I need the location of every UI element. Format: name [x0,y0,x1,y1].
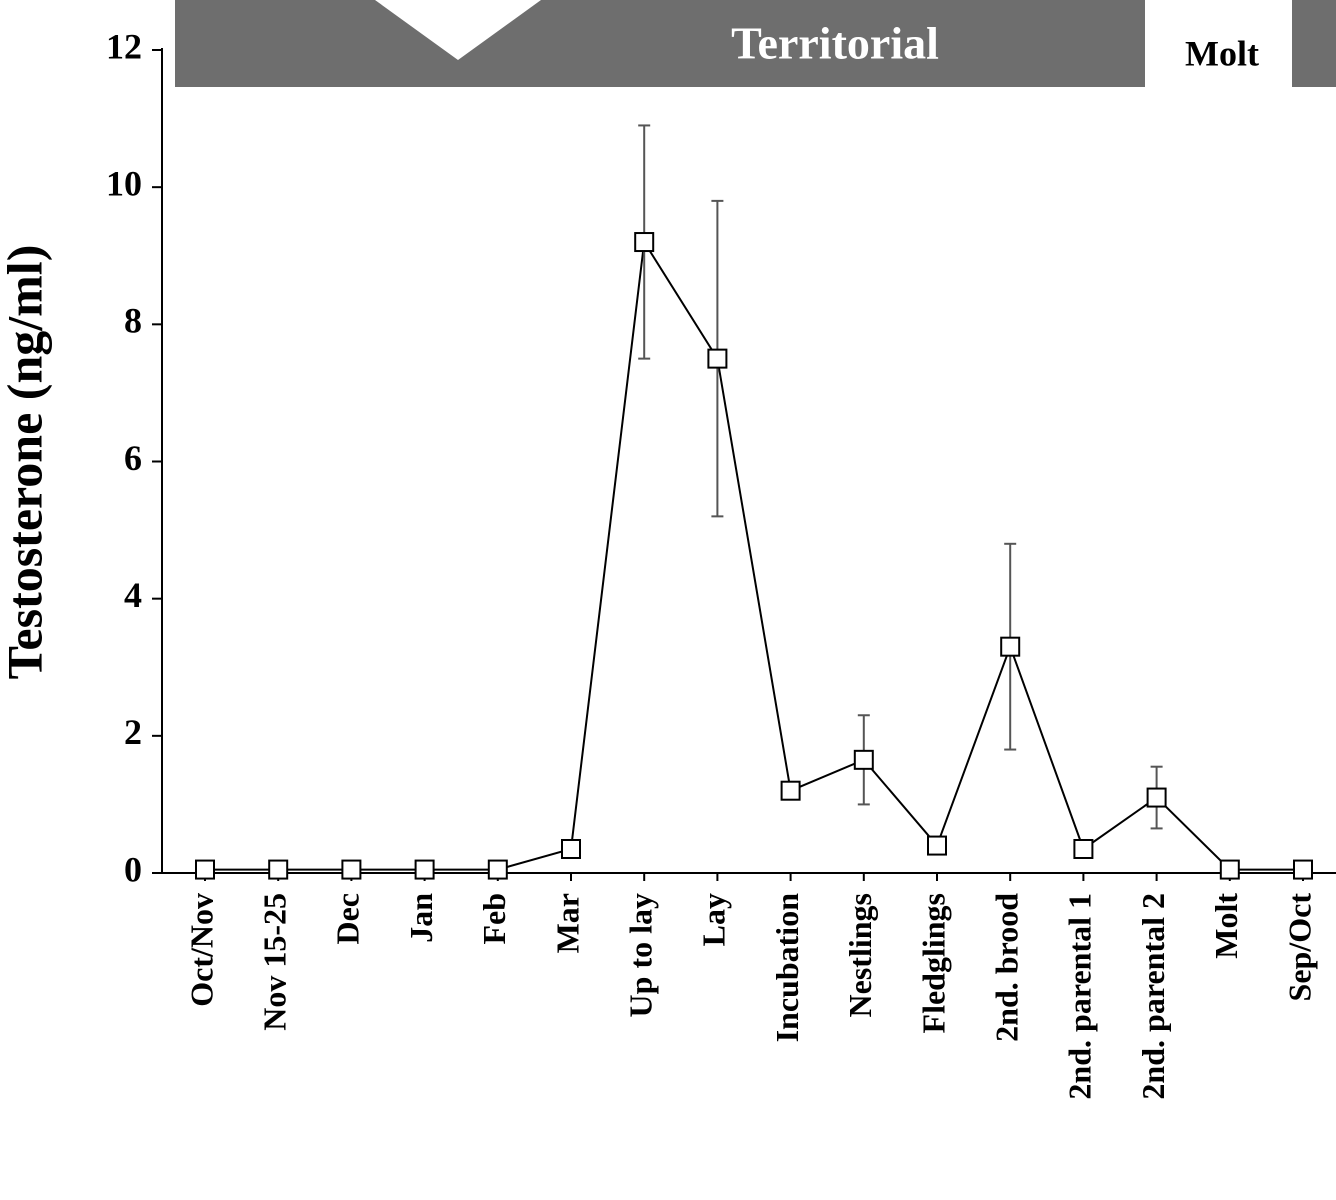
x-tick-label: Nestlings [842,893,878,1017]
marker [927,835,947,856]
x-tick-label: 2nd. parental 2 [1135,893,1171,1100]
x-tick-label: Oct/Nov [183,893,219,1007]
y-tick-label: 6 [124,438,142,478]
y-tick-label: 10 [106,163,142,203]
y-axis-label: Testosterone (ng/ml) [0,245,52,680]
marker [487,859,508,880]
marker [780,780,801,801]
marker [561,838,581,859]
marker [195,859,215,880]
x-tick-label: Molt [1208,893,1244,959]
x-tick-label: 2nd. brood [989,893,1025,1042]
territorial-band [175,0,1145,87]
marker [1146,787,1167,808]
x-tick-label: Fledglings [915,893,951,1033]
y-tick-label: 12 [106,26,142,66]
x-tick-label: Nov 15-25 [257,893,293,1031]
marker [707,348,728,369]
marker [634,232,655,253]
data-line [205,239,1303,871]
marker [1000,636,1021,657]
x-tick-label: Jan [403,893,439,943]
phase-label: Molt [1185,33,1259,73]
x-tick-label: Dec [330,893,366,945]
marker [268,859,289,880]
y-tick-label: 0 [124,849,142,889]
x-tick-label: 2nd. parental 1 [1062,893,1098,1100]
x-tick-label: Feb [476,893,512,945]
marker [1073,838,1094,859]
x-tick-label: Up to lay [623,893,659,1017]
phase-band [1292,0,1336,87]
x-tick-label: Incubation [769,893,805,1043]
y-tick-label: 4 [124,575,142,615]
x-tick-label: Lay [696,893,732,946]
marker [414,859,435,880]
x-tick-label: Sep/Oct [1281,893,1317,1002]
y-tick-label: 2 [124,712,142,752]
x-tick-label: Mar [549,893,585,953]
marker [853,749,874,770]
phase-label: Territorial [731,18,939,69]
marker [1219,859,1240,880]
marker [341,859,362,880]
marker [1293,859,1313,880]
y-tick-label: 8 [124,301,142,341]
